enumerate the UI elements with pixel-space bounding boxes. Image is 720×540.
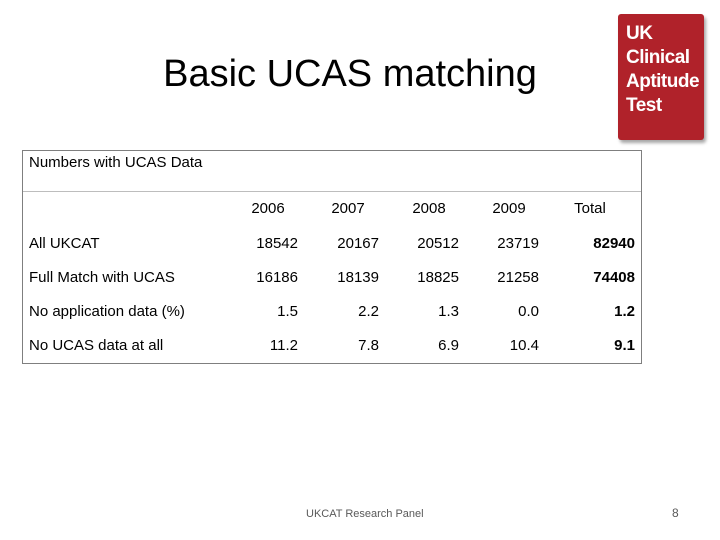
cell-2006: 18542 (256, 235, 298, 252)
cell-2009: 21258 (497, 269, 539, 286)
cell-2007: 2.2 (358, 303, 379, 320)
ukcat-logo: UK Clinical Aptitude Test (618, 14, 704, 140)
table-caption: Numbers with UCAS Data (23, 151, 641, 192)
column-header-total: Total (574, 200, 606, 217)
cell-2008: 18825 (417, 269, 459, 286)
logo-line-uk: UK (626, 23, 653, 44)
footer-text: UKCAT Research Panel (306, 508, 424, 520)
table-row: No application data (%) 1.5 2.2 1.3 0.0 … (23, 295, 641, 329)
cell-2007: 7.8 (358, 337, 379, 354)
cell-2009: 0.0 (518, 303, 539, 320)
cell-2007: 18139 (337, 269, 379, 286)
cell-2008: 6.9 (438, 337, 459, 354)
cell-2009: 10.4 (509, 337, 539, 354)
column-header-2008: 2008 (412, 200, 446, 217)
cell-total: 1.2 (614, 303, 635, 320)
cell-total: 9.1 (614, 337, 635, 354)
table-row: No UCAS data at all 11.2 7.8 6.9 10.4 9.… (23, 329, 641, 363)
column-header-2006: 2006 (251, 200, 285, 217)
logo-line-aptitude: Aptitude (626, 71, 700, 92)
cell-2009: 23719 (497, 235, 539, 252)
logo-line-clinical: Clinical (626, 47, 690, 68)
row-label: No UCAS data at all (29, 337, 164, 354)
cell-2007: 20167 (337, 235, 379, 252)
row-label: No application data (%) (29, 303, 185, 320)
cell-total: 82940 (593, 235, 635, 252)
ucas-data-table: Numbers with UCAS Data 2006 2007 2008 20… (22, 150, 642, 364)
row-label: Full Match with UCAS (29, 269, 175, 286)
cell-2006: 11.2 (269, 337, 298, 354)
column-header-2007: 2007 (331, 200, 365, 217)
row-label: All UKCAT (29, 235, 100, 252)
table-row: All UKCAT 18542 20167 20512 23719 82940 (23, 227, 641, 261)
table-row: Full Match with UCAS 16186 18139 18825 2… (23, 261, 641, 295)
slide-title: Basic UCAS matching (163, 53, 537, 95)
page-number: 8 (672, 506, 679, 520)
table-header-row: 2006 2007 2008 2009 Total (23, 192, 641, 227)
column-header-2009: 2009 (492, 200, 526, 217)
cell-2006: 1.5 (277, 303, 298, 320)
cell-2008: 20512 (417, 235, 459, 252)
cell-2008: 1.3 (438, 303, 459, 320)
cell-total: 74408 (593, 269, 635, 286)
logo-line-test: Test (626, 95, 662, 116)
cell-2006: 16186 (256, 269, 298, 286)
